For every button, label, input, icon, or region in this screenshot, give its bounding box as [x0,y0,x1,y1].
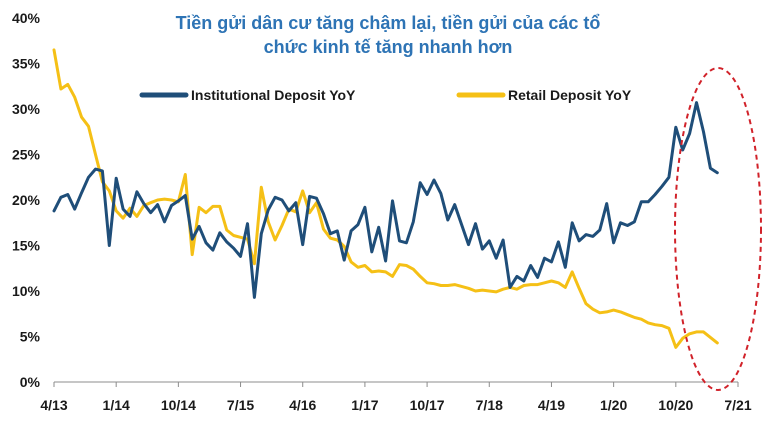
x-tick-label: 10/20 [658,397,693,413]
chart-axes: 0% 5% 10% 15% 20% 25% 30% 35% 40% 4/13 1/14 10/14 7/… [12,10,752,413]
legend-label-retail: Retail Deposit YoY [508,87,632,103]
chart-title-line-2: chức kinh tế tăng nhanh hơn [264,37,513,57]
legend-label-institutional: Institutional Deposit YoY [191,87,356,103]
chart-legend: Institutional Deposit YoY Retail Deposit… [139,87,632,103]
y-tick-label: 25% [12,147,41,163]
x-tick-label: 10/14 [161,397,196,413]
series-line-institutional [52,101,719,299]
y-tick-label: 35% [12,56,41,72]
y-tick-label: 20% [12,192,41,208]
x-tick-label: 7/21 [724,397,751,413]
x-tick-label: 1/14 [103,397,130,413]
y-tick-label: 5% [20,329,41,345]
series-line-retail [52,48,719,349]
y-tick-label: 10% [12,283,41,299]
x-tick-label: 4/16 [289,397,316,413]
x-tick-label: 7/18 [476,397,503,413]
chart-title-line-1: Tiền gửi dân cư tăng chậm lại, tiền gửi … [176,13,601,33]
x-tick-label: 1/17 [351,397,378,413]
y-tick-label: 15% [12,238,41,254]
chart-series [52,48,719,349]
y-tick-label: 30% [12,101,41,117]
x-tick-label: 10/17 [410,397,445,413]
x-tick-label: 7/15 [227,397,254,413]
y-tick-label: 40% [12,10,41,26]
highlight-ellipse [674,67,762,391]
x-tick-label: 4/19 [538,397,565,413]
x-tick-label: 4/13 [40,397,67,413]
x-tick-label: 1/20 [600,397,627,413]
y-tick-label: 0% [20,374,41,390]
